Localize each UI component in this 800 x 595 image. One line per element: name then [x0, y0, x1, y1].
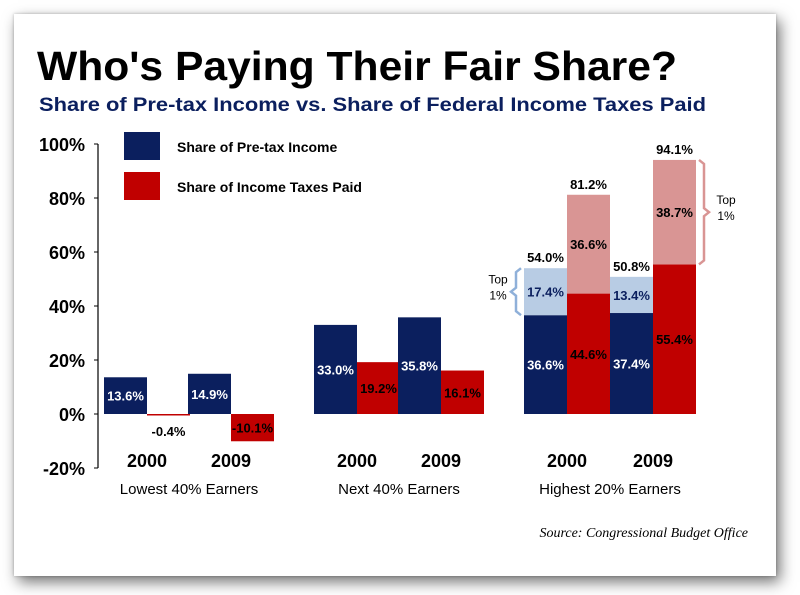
- y-tick-label: 40%: [49, 297, 85, 317]
- taxes-bar: [147, 414, 190, 416]
- chart-subtitle: Share of Pre-tax Income vs. Share of Fed…: [39, 95, 706, 116]
- income-total-label: 50.8%: [613, 259, 650, 274]
- chart-frame: Who's Paying Their Fair Share? Share of P…: [14, 14, 776, 576]
- x-group-label: Highest 20% Earners: [539, 481, 681, 498]
- top1-annotation-label: Top: [716, 193, 736, 207]
- annotations: Top 1% Top 1%: [488, 158, 736, 317]
- y-axis: 100% 80% 60% 40% 20% 0% -20%: [39, 135, 99, 479]
- legend-swatch: [124, 132, 160, 160]
- x-year-label: 2000: [547, 451, 587, 471]
- x-year-label: 2000: [337, 451, 377, 471]
- source-note: Source: Congressional Budget Office: [539, 526, 748, 541]
- taxes-top1-bar: [653, 159, 696, 265]
- income-bar-label: 37.4%: [613, 357, 650, 372]
- taxes-bar: [441, 370, 484, 414]
- legend-label: Share of Pre-tax Income: [177, 139, 337, 155]
- x-year-label: 2009: [421, 451, 461, 471]
- bars: [104, 159, 696, 442]
- x-group-label: Lowest 40% Earners: [120, 481, 258, 498]
- top1-annotation-label: 1%: [717, 209, 735, 223]
- source-text: Source: Congressional Budget Office: [539, 526, 748, 541]
- income-top1-label: 17.4%: [527, 285, 564, 300]
- top1-annotation-label: Top: [488, 273, 508, 287]
- taxes-top1-label: 36.6%: [570, 237, 607, 252]
- income-bar-label: 36.6%: [527, 358, 564, 373]
- taxes-bar: [357, 362, 400, 414]
- taxes-bar: [567, 293, 610, 414]
- income-bar: [188, 373, 231, 414]
- taxes-bar-label: 44.6%: [570, 347, 607, 362]
- y-tick-label: 100%: [39, 135, 85, 155]
- y-tick-label: 60%: [49, 243, 85, 263]
- x-axis: 2000 2009 Lowest 40% Earners 2000 2009 Next 4…: [120, 451, 681, 498]
- taxes-bar: [653, 264, 696, 414]
- legend-label: Share of Income Taxes Paid: [177, 179, 362, 195]
- taxes-bar-label: -0.4%: [152, 424, 186, 439]
- y-tick-label: -20%: [43, 459, 85, 479]
- y-tick-label: 0%: [59, 405, 85, 425]
- taxes-bar: [231, 414, 274, 442]
- x-group-label: Next 40% Earners: [338, 481, 460, 498]
- income-bar-label: 13.6%: [107, 389, 144, 404]
- taxes-total-label: 81.2%: [570, 177, 607, 192]
- taxes-bar-label: -10.1%: [232, 421, 274, 436]
- income-top1-label: 13.4%: [613, 288, 650, 303]
- chart-title-group: Who's Paying Their Fair Share? Share of P…: [37, 43, 706, 116]
- taxes-bar-label: 16.1%: [444, 385, 481, 400]
- data-labels: 13.6% -0.4% 14.9% -10.1% 33.0% 19.2% 35.8% 16.1…: [107, 142, 693, 439]
- top1-bracket-income: [508, 267, 522, 317]
- income-bar-label: 14.9%: [191, 387, 228, 402]
- taxes-total-label: 94.1%: [656, 142, 693, 157]
- income-bar: [104, 377, 147, 414]
- taxes-bar-label: 55.4%: [656, 332, 693, 347]
- taxes-top1-bar: [567, 194, 610, 294]
- income-bar: [610, 313, 653, 414]
- x-year-label: 2009: [633, 451, 673, 471]
- income-top1-bar: [610, 276, 653, 314]
- income-bar: [398, 317, 441, 414]
- x-year-label: 2009: [211, 451, 251, 471]
- chart: Who's Paying Their Fair Share? Share of P…: [37, 43, 748, 541]
- income-bar-label: 35.8%: [401, 359, 438, 374]
- top1-bracket-taxes: [698, 158, 712, 266]
- legend: Share of Pre-tax Income Share of Income T…: [124, 132, 362, 200]
- income-top1-bar: [524, 268, 567, 316]
- income-bar: [524, 315, 567, 414]
- chart-title: Who's Paying Their Fair Share?: [37, 43, 677, 89]
- taxes-top1-label: 38.7%: [656, 205, 693, 220]
- top1-annotation-label: 1%: [489, 289, 507, 303]
- taxes-bar-label: 19.2%: [360, 381, 397, 396]
- income-total-label: 54.0%: [527, 250, 564, 265]
- y-tick-label: 80%: [49, 189, 85, 209]
- x-year-label: 2000: [127, 451, 167, 471]
- income-bar-label: 33.0%: [317, 362, 354, 377]
- y-tick-label: 20%: [49, 351, 85, 371]
- legend-swatch: [124, 172, 160, 200]
- income-bar: [314, 324, 357, 414]
